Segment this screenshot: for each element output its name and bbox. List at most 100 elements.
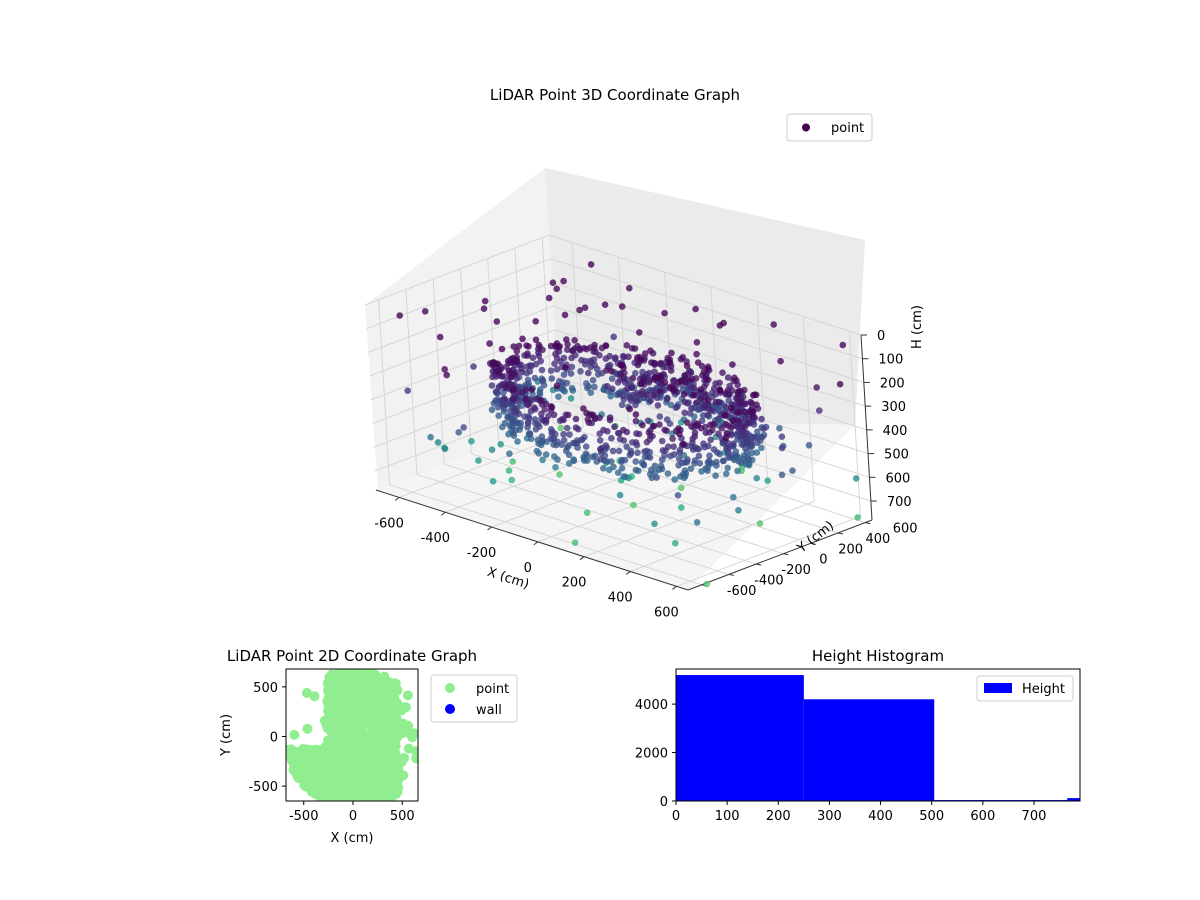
scatter-3d-point [722,390,729,397]
y-tick-mark-3d [728,573,734,576]
y-axis-label-2d: Y (cm) [219,714,234,757]
scatter-3d-point [630,501,637,509]
ticks-2d: -500 0 500 -500 0 500 [248,681,414,824]
h-tick-label-3d: 400 [883,424,908,439]
scatter-3d-point [614,379,622,386]
scatter-3d-point [553,285,560,293]
scatter-3d-point [697,386,704,393]
scatter-3d-point [618,303,626,310]
grid-line-floor-x [630,501,815,572]
scatter-2d-point [359,731,370,742]
scatter-3d-point [499,402,506,409]
z-axis-label-3d: H (cm) [910,305,925,349]
x-tick-mark-3d [394,497,400,501]
height-histogram-chart: Height Histogram 0 100 200 300 400 500 600 7000… [635,647,1081,824]
scatter-3d-point [654,402,662,409]
scatter-3d-chart: LiDAR Point 3D Coordinate Graph -600-400… [364,86,925,620]
scatter-2d-point [360,782,371,793]
scatter-3d-point [632,417,640,425]
scatter-2d-point [302,761,313,772]
scatter-3d-point [615,447,623,455]
scatter-3d-point [789,467,796,475]
scatter-2d-point [314,745,325,756]
scatter-3d-point [707,436,714,444]
legend-2d: point wall [430,674,518,723]
scatter-3d-point [623,443,630,451]
scatter-3d-point [486,340,493,347]
histogram-bar [803,699,935,801]
scatter-2d-point [323,714,333,725]
scatter-3d-point [722,470,730,478]
scatter-3d-point [749,413,757,421]
scatter-3d-point [628,384,636,392]
scatter-3d-point [532,336,540,344]
histogram-ticks: 0 100 200 300 400 500 600 700 0 2000 4000 [635,698,1046,824]
scatter-2d-point [350,769,361,780]
scatter-3d-point [441,366,449,373]
scatter-3d-point [631,345,639,352]
scatter-3d-point [591,383,598,391]
scatter-3d-point [734,423,741,431]
scatter-3d-point [688,423,695,430]
scatter-3d-point [636,329,643,336]
scatter-3d-point [651,361,658,369]
scatter-2d-point [301,744,312,755]
scatter-2d-point [390,766,401,776]
scatter-3d-point [677,473,684,480]
scatter-3d-point [778,433,786,441]
scatter-3d-point [577,368,584,375]
scatter-3d-point [751,391,758,399]
scatter-3d-point [443,371,451,379]
x-tick-label-hist: 700 [1022,809,1047,824]
scatter-3d-point [584,384,591,392]
scatter-3d-point [651,368,658,376]
scatter-2d-point [364,719,374,730]
scatter-3d-point [632,439,640,446]
scatter-3d-point [705,401,712,409]
scatter-3d-point [547,367,555,375]
scatter-3d-point [569,387,577,394]
scatter-3d-point [754,439,761,447]
grid-line-back-x [756,301,769,487]
scatter-3d-point [583,509,591,516]
scatter-3d-point [561,311,569,319]
scatter-3d-point [683,362,691,370]
scatter-2d-point [323,701,334,712]
chart-2d-title: LiDAR Point 2D Coordinate Graph [227,647,477,665]
scatter-3d-point [542,417,550,424]
scatter-2d-point [358,762,369,773]
scatter-3d-point [581,457,588,464]
scatter-3d-point [542,400,550,408]
x-tick-label-3d: -600 [374,516,404,531]
scatter-3d-point [748,449,756,457]
scatter-2d-point [410,746,418,757]
grid-line-left-h [369,305,554,377]
scatter-3d-point [714,415,722,423]
scatter-3d-point [460,424,468,431]
scatter-3d-point [596,414,603,422]
scatter-3d-point [611,423,618,431]
scatter-3d-point [675,462,682,469]
y-tick-label-3d: 600 [893,522,918,537]
scatter-3d-point [677,484,685,492]
scatter-3d-point [839,341,847,349]
scatter-3d-point [531,404,538,411]
y-tick-mark-3d [837,532,844,535]
scatter-3d-point [753,401,760,409]
scatter-3d-point [571,337,578,344]
y-tick-mark-3d [865,522,871,525]
scatter-3d-point [680,440,687,448]
scatter-3d-point [634,449,641,457]
scatter-2d-point [301,773,312,784]
x-tick-label-hist: 0 [672,809,680,824]
scatter-3d-point [641,350,649,357]
scatter-3d-point [749,408,757,416]
scatter-2d-point [384,688,395,699]
scatter-3d-point [534,420,542,428]
scatter-3d-point [488,406,496,414]
scatter-2d-point [302,752,313,763]
scatter-3d-point [488,446,496,454]
scatter-3d-point [509,386,516,394]
scatter-3d-point [691,457,699,464]
scatter-3d-point [506,422,514,429]
